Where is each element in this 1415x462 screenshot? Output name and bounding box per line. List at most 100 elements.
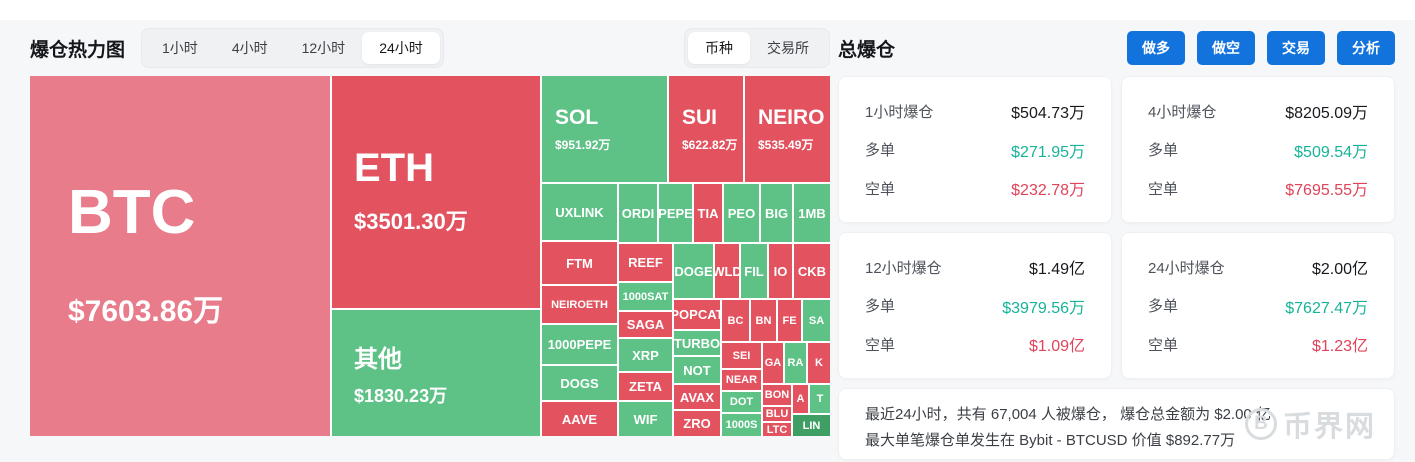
treemap-tile-reef[interactable]: REEF (619, 244, 672, 281)
stat-title: 12小时爆仓 (865, 259, 942, 277)
treemap-tile-ltc[interactable]: LTC (763, 423, 791, 436)
long-label: 多单 (865, 142, 896, 159)
stat-total: $1.49亿 (1028, 261, 1085, 278)
treemap-tile-xrp[interactable]: XRP (619, 339, 672, 371)
treemap-tile-t[interactable]: T (810, 385, 830, 413)
action-buttons: 做多 做空 交易 分析 (1127, 31, 1395, 65)
treemap-tile-zeta[interactable]: ZETA (619, 373, 672, 400)
stat-card-1h: 1小时爆仓 $504.73万 多单 $271.95万 空单 $232.78万 (838, 76, 1112, 223)
heatmap-section: 爆仓热力图 1小时 4小时 12小时 24小时 币种 交易所 BTC $7603… (30, 20, 830, 460)
short-value: $1.23亿 (1311, 338, 1368, 355)
summary-card: 最近24小时，共有 67,004 人被爆仓， 爆仓总金额为 $2.00 亿 最大… (838, 388, 1395, 460)
stat-total: $504.73万 (1011, 105, 1085, 122)
long-value: $509.54万 (1294, 143, 1368, 161)
treemap-tile-others[interactable]: 其他 $1830.23万 (332, 310, 540, 436)
stat-total: $2.00亿 (1311, 261, 1368, 278)
treemap-tile-1mb[interactable]: 1MB (794, 184, 830, 242)
site-logo-icon: B (1244, 408, 1277, 440)
treemap-tile-dogs[interactable]: DOGS (542, 366, 617, 400)
treemap-tile-bc[interactable]: BC (722, 300, 749, 341)
treemap-tile-sa[interactable]: SA (803, 300, 830, 341)
treemap-tile-tia[interactable]: TIA (694, 184, 722, 242)
treemap-tile-sui[interactable]: SUI $622.82万 (669, 76, 743, 182)
treemap-tile-fil[interactable]: FIL (741, 244, 767, 298)
treemap-tile-aave[interactable]: AAVE (542, 402, 617, 436)
treemap-tile-wld[interactable]: WLD (715, 244, 739, 298)
treemap-tile-blu[interactable]: BLU (763, 407, 791, 421)
short-value: $7695.55万 (1285, 182, 1368, 199)
treemap-tile-ckb[interactable]: CKB (794, 244, 830, 298)
stat-title: 1小时爆仓 (865, 103, 934, 121)
treemap-tile-btc[interactable]: BTC $7603.86万 (30, 76, 330, 436)
page-title: 爆仓热力图 (30, 39, 126, 61)
treemap-tile-avax[interactable]: AVAX (674, 385, 720, 409)
toggle-coin-active[interactable]: 币种 (688, 32, 750, 64)
trade-button[interactable]: 交易 (1267, 31, 1325, 65)
view-toggle: 币种 交易所 (684, 28, 830, 68)
treemap-tile-zro[interactable]: ZRO (674, 411, 720, 436)
tab-24h-active[interactable]: 24小时 (362, 32, 440, 64)
treemap-tile-sei[interactable]: SEI (722, 343, 761, 368)
short-label: 空单 (865, 336, 896, 354)
treemap-tile-uxlink[interactable]: UXLINK (542, 184, 617, 240)
long-value: $3979.56万 (1002, 299, 1085, 317)
treemap-tile-ftm[interactable]: FTM (542, 242, 617, 284)
stats-cards: 1小时爆仓 $504.73万 多单 $271.95万 空单 $232.78万 4小时爆… (838, 76, 1395, 379)
treemap-tile-1000s[interactable]: 1000S (722, 414, 761, 436)
long-label: 多单 (1148, 298, 1179, 315)
top-whitespace-bar (0, 0, 1415, 20)
tab-4h[interactable]: 4小时 (231, 40, 268, 56)
treemap-tile-not[interactable]: NOT (674, 357, 720, 383)
main-content: 爆仓热力图 1小时 4小时 12小时 24小时 币种 交易所 BTC $7603… (0, 20, 1415, 460)
treemap-tile-popcat[interactable]: POPCAT (674, 300, 720, 329)
treemap-tile-eth[interactable]: ETH $3501.30万 (332, 76, 540, 308)
treemap-tile-ga[interactable]: GA (763, 343, 783, 383)
short-label: 空单 (1148, 336, 1179, 354)
treemap-tile-a[interactable]: A (793, 385, 808, 413)
treemap-tile-big[interactable]: BIG (761, 184, 792, 242)
short-label: 空单 (1148, 180, 1179, 198)
heatmap-header: 爆仓热力图 1小时 4小时 12小时 24小时 币种 交易所 (30, 20, 830, 76)
long-label: 多单 (865, 298, 896, 315)
summary-line-2: 最大单笔爆仓单发生在 Bybit - BTCUSD 价值 $892.77万 (865, 432, 1236, 449)
treemap-tile-ordi[interactable]: ORDI (619, 184, 657, 242)
treemap-tile-saga[interactable]: SAGA (619, 312, 672, 337)
treemap-tile-neiroeth[interactable]: NEIROETH (542, 286, 617, 323)
tab-1h[interactable]: 1小时 (162, 40, 198, 56)
treemap-tile-k[interactable]: K (808, 343, 830, 383)
short-button[interactable]: 做空 (1197, 31, 1255, 65)
treemap-tile-lin[interactable]: LIN (793, 415, 830, 436)
short-value: $1.09亿 (1028, 338, 1085, 355)
treemap-tile-1000sat[interactable]: 1000SAT (619, 283, 672, 310)
summary-line-1: 最近24小时，共有 67,004 人被爆仓， 爆仓总金额为 $2.00 亿 (865, 406, 1271, 423)
stat-card-12h: 12小时爆仓 $1.49亿 多单 $3979.56万 空单 $1.09亿 (838, 232, 1112, 379)
treemap-tile-doge[interactable]: DOGE (674, 244, 713, 298)
long-button[interactable]: 做多 (1127, 31, 1185, 65)
liquidation-stats-section: 总爆仓 做多 做空 交易 分析 1小时爆仓 $504.73万 多单 $271.95万… (838, 20, 1395, 460)
treemap-tile-bn[interactable]: BN (751, 300, 776, 341)
treemap-tile-1000pepe[interactable]: 1000PEPE (542, 325, 617, 364)
treemap-tile-bon[interactable]: BON (763, 385, 791, 405)
long-label: 多单 (1148, 142, 1179, 159)
treemap-tile-dot[interactable]: DOT (722, 392, 761, 412)
treemap-tile-turbo[interactable]: TURBO (674, 331, 720, 355)
stats-header: 总爆仓 做多 做空 交易 分析 (838, 20, 1395, 76)
long-value: $7627.47万 (1285, 299, 1368, 317)
long-value: $271.95万 (1011, 143, 1085, 161)
toggle-exchange[interactable]: 交易所 (767, 40, 809, 56)
treemap-tile-wif[interactable]: WIF (619, 402, 672, 436)
short-label: 空单 (865, 180, 896, 198)
stat-title: 4小时爆仓 (1148, 103, 1217, 121)
treemap-tile-pepe[interactable]: PEPE (659, 184, 692, 242)
treemap-tile-sol[interactable]: SOL $951.92万 (542, 76, 667, 182)
tab-12h[interactable]: 12小时 (301, 40, 346, 56)
treemap-tile-io[interactable]: IO (769, 244, 792, 298)
analyze-button[interactable]: 分析 (1337, 31, 1395, 65)
stat-card-4h: 4小时爆仓 $8205.09万 多单 $509.54万 空单 $7695.55万 (1121, 76, 1395, 223)
treemap-tile-peo[interactable]: PEO (724, 184, 759, 242)
treemap-tile-ra[interactable]: RA (785, 343, 806, 383)
treemap-tile-neiro[interactable]: NEIRO $535.49万 (745, 76, 830, 182)
treemap-tile-near[interactable]: NEAR (722, 370, 761, 390)
treemap-tile-fe[interactable]: FE (778, 300, 801, 341)
time-range-tabs: 1小时 4小时 12小时 24小时 (141, 28, 444, 68)
